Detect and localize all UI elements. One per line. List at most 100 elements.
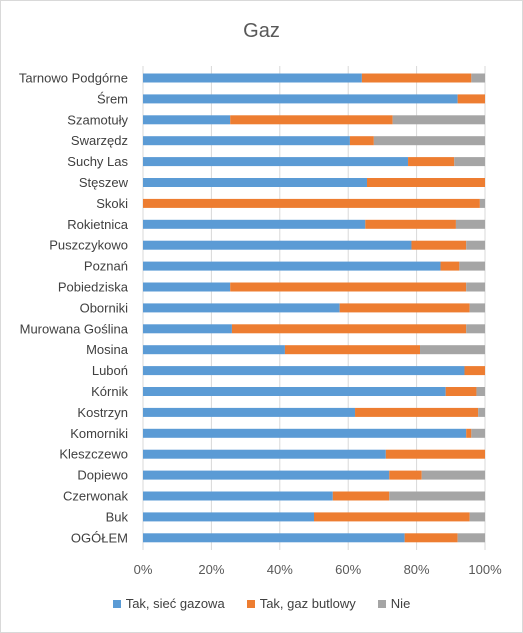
legend-swatch [246, 599, 255, 608]
bar-segment [143, 157, 409, 167]
legend-item: Tak, sieć gazowa [112, 596, 225, 611]
x-tick-label: 60% [335, 562, 361, 577]
x-tick-label: 100% [468, 562, 502, 577]
bar-segment [143, 136, 350, 146]
bar-segment [389, 491, 485, 501]
legend-item: Nie [377, 596, 411, 611]
bar-segment [459, 261, 485, 271]
bar-segment [143, 470, 390, 480]
bar-segment [143, 491, 333, 501]
bar-segment [361, 73, 472, 83]
legend: Tak, sieć gazowa Tak, gaz butlowy Nie [0, 596, 523, 611]
bar-segment [392, 115, 485, 125]
bar-segment [455, 219, 485, 229]
bar-segment [404, 533, 458, 543]
bar-segment [143, 303, 340, 313]
bar-segment [466, 240, 485, 250]
bar-segment [466, 324, 485, 334]
category-label: Swarzędz [71, 133, 128, 148]
bar-segment [143, 533, 405, 543]
bar-segment [421, 470, 485, 480]
bar-segment [408, 157, 455, 167]
bar-segment [143, 240, 412, 250]
legend-label: Nie [390, 596, 411, 611]
bar-segment [469, 303, 485, 313]
category-label: Luboń [92, 363, 128, 378]
bar-segment [471, 73, 485, 83]
bar-segment [143, 261, 441, 271]
bar-segment [143, 407, 356, 417]
category-label: OGÓŁEM [71, 530, 128, 545]
bar-segment [143, 73, 362, 83]
legend-label: Tak, gaz butlowy [259, 596, 356, 611]
category-label: Puszczykowo [49, 238, 128, 253]
bar-segment [143, 324, 232, 334]
category-label: Murowana Goślina [20, 321, 129, 336]
x-tick-label: 80% [404, 562, 430, 577]
bar-segment [457, 94, 485, 104]
category-label: Suchy Las [67, 154, 128, 169]
category-label: Kleszczewo [59, 447, 128, 462]
bar-segment [143, 282, 231, 292]
category-label: Szamotuły [67, 112, 128, 127]
bar-segment [466, 282, 485, 292]
bar-segment [143, 198, 480, 208]
bar-segment [440, 261, 460, 271]
bar-segment [143, 94, 458, 104]
bar-segment [332, 491, 390, 501]
bar-segment [367, 178, 485, 187]
bar-segment [355, 407, 479, 417]
category-label: Skoki [96, 196, 128, 211]
category-label: Poznań [84, 259, 128, 274]
bar-segment [284, 345, 421, 355]
category-label: Komorniki [70, 426, 128, 441]
legend-label: Tak, sieć gazowa [125, 596, 225, 611]
bar-segment [457, 533, 485, 543]
bar-segment [143, 219, 366, 229]
category-label: Stęszew [79, 175, 129, 190]
bar-segment [385, 449, 485, 459]
category-label: Czerwonak [63, 489, 129, 504]
category-label: Kostrzyn [77, 405, 128, 420]
category-label: Rokietnica [67, 217, 128, 232]
bar-segment [143, 512, 314, 522]
category-label: Buk [106, 509, 129, 524]
legend-swatch [112, 599, 121, 608]
x-tick-label: 20% [198, 562, 224, 577]
bar-segment [314, 512, 470, 522]
bar-segment [445, 387, 477, 396]
legend-swatch [377, 599, 386, 608]
category-label: Dopiewo [77, 468, 128, 483]
bar-segment [389, 470, 422, 480]
bar-segment [411, 240, 467, 250]
category-label: Śrem [97, 91, 128, 106]
bar-segment [230, 282, 467, 292]
bar-segment [143, 366, 465, 376]
bar-segment [454, 157, 485, 167]
bar-segment [231, 324, 467, 334]
bar-segment [339, 303, 470, 313]
bar-segment [143, 345, 285, 355]
bar-segment [464, 366, 485, 376]
bar-segment [420, 345, 485, 355]
legend-item: Tak, gaz butlowy [246, 596, 356, 611]
bar-segment [373, 136, 485, 146]
bar-segment [143, 428, 467, 438]
x-tick-label: 0% [134, 562, 153, 577]
category-label: Kórnik [91, 384, 128, 399]
chart-title: Gaz [243, 20, 280, 42]
category-label: Pobiedziska [58, 280, 129, 295]
bar-segment [365, 219, 456, 229]
category-label: Tarnowo Podgórne [19, 71, 128, 86]
bar-segment [143, 178, 368, 187]
bar-segment [466, 428, 472, 438]
bar-segment [230, 115, 393, 125]
x-tick-label: 40% [267, 562, 293, 577]
bar-segment [143, 387, 446, 396]
category-label: Mosina [86, 342, 129, 357]
bar-segment [476, 387, 485, 396]
bar-segment [479, 198, 485, 208]
bar-segment [471, 428, 485, 438]
